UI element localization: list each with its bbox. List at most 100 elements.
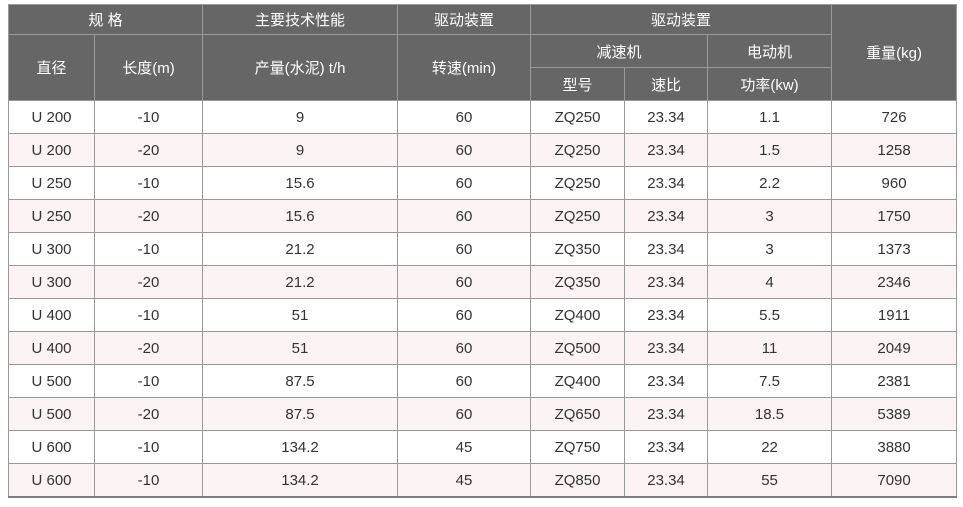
- table-cell: ZQ250: [530, 133, 626, 167]
- header-motor: 电动机: [707, 34, 833, 68]
- table-cell: -20: [93, 133, 204, 167]
- table-cell: 5.5: [707, 298, 833, 332]
- table-cell: 11: [707, 331, 833, 365]
- table-row: U 600 -10 134.2 45 ZQ850 23.34 55 7090: [8, 463, 958, 498]
- table-cell: 45: [397, 430, 532, 464]
- table-cell: 23.34: [624, 100, 709, 134]
- table-cell: 1258: [831, 133, 958, 167]
- table-cell: 1911: [831, 298, 958, 332]
- table-cell: 726: [831, 100, 958, 134]
- table-cell: 7.5: [707, 364, 833, 398]
- header-weight: 重量(kg): [831, 4, 958, 101]
- table-cell: 1.1: [707, 100, 833, 134]
- table-cell: 60: [397, 364, 532, 398]
- table-cell: 2.2: [707, 166, 833, 200]
- table-cell: 87.5: [202, 397, 399, 431]
- table-cell: U 250: [8, 199, 95, 233]
- table-cell: -10: [93, 298, 204, 332]
- header-drive-group-2: 驱动装置: [530, 4, 833, 35]
- table-cell: 18.5: [707, 397, 833, 431]
- header-row-groups: 规 格 主要技术性能 驱动装置 驱动装置 重量(kg): [7, 4, 958, 101]
- header-ratio: 速比: [624, 67, 709, 101]
- table-cell: ZQ250: [530, 166, 626, 200]
- table-cell: 3880: [831, 430, 958, 464]
- header-output: 产量(水泥) t/h: [202, 34, 399, 101]
- table-cell: -10: [93, 166, 204, 200]
- table-cell: 23.34: [624, 331, 709, 365]
- table-cell: -20: [93, 397, 204, 431]
- table-cell: ZQ850: [530, 463, 626, 498]
- header-performance-group: 主要技术性能: [202, 4, 399, 35]
- header-speed: 转速(min): [397, 34, 532, 101]
- table-cell: -10: [93, 100, 204, 134]
- table-cell: 2049: [831, 331, 958, 365]
- table-cell: U 300: [8, 232, 95, 266]
- table-cell: ZQ650: [530, 397, 626, 431]
- table-cell: -10: [93, 463, 204, 498]
- table-cell: 60: [397, 397, 532, 431]
- table-cell: 134.2: [202, 430, 399, 464]
- table-cell: ZQ400: [530, 298, 626, 332]
- table-cell: 3: [707, 232, 833, 266]
- table-cell: 60: [397, 100, 532, 134]
- table-cell: 23.34: [624, 199, 709, 233]
- table-row: U 200 -10 9 60 ZQ250 23.34 1.1 726: [8, 100, 958, 134]
- table-cell: U 600: [8, 463, 95, 498]
- header-power: 功率(kw): [707, 67, 833, 101]
- table-cell: ZQ500: [530, 331, 626, 365]
- table-row: U 300 -10 21.2 60 ZQ350 23.34 3 1373: [8, 232, 958, 266]
- table-row: U 400 -20 51 60 ZQ500 23.34 11 2049: [8, 331, 958, 365]
- table-cell: U 250: [8, 166, 95, 200]
- table-cell: 15.6: [202, 199, 399, 233]
- table-cell: ZQ350: [530, 265, 626, 299]
- table-row: U 400 -10 51 60 ZQ400 23.34 5.5 1911: [8, 298, 958, 332]
- table-cell: 21.2: [202, 265, 399, 299]
- table-cell: 23.34: [624, 397, 709, 431]
- table-cell: 7090: [831, 463, 958, 498]
- table-cell: 23.34: [624, 364, 709, 398]
- table-header: 规 格 主要技术性能 驱动装置 驱动装置 重量(kg) 直径 长度(m) 产量(…: [7, 4, 958, 101]
- table-cell: U 500: [8, 397, 95, 431]
- header-row-sub: 直径 长度(m) 产量(水泥) t/h 转速(min) 减速机 电动机: [8, 34, 957, 101]
- table-cell: 60: [397, 166, 532, 200]
- table-row: U 600 -10 134.2 45 ZQ750 23.34 22 3880: [8, 430, 958, 464]
- table-cell: 2381: [831, 364, 958, 398]
- table-cell: 1.5: [707, 133, 833, 167]
- table-cell: 9: [202, 100, 399, 134]
- table-cell: 23.34: [624, 265, 709, 299]
- table-cell: 23.34: [624, 463, 709, 498]
- table-row: U 200 -20 9 60 ZQ250 23.34 1.5 1258: [8, 133, 958, 167]
- header-diameter: 直径: [8, 34, 95, 101]
- spec-table: 规 格 主要技术性能 驱动装置 驱动装置 重量(kg) 直径 长度(m) 产量(…: [7, 4, 958, 498]
- table-cell: ZQ350: [530, 232, 626, 266]
- table-cell: 134.2: [202, 463, 399, 498]
- header-row-detail: 型号 速比 功率(kw): [9, 67, 957, 101]
- table-cell: 45: [397, 463, 532, 498]
- table-row: U 500 -20 87.5 60 ZQ650 23.34 18.5 5389: [8, 397, 958, 431]
- table-cell: 960: [831, 166, 958, 200]
- table-cell: 23.34: [624, 133, 709, 167]
- table-cell: 1373: [831, 232, 958, 266]
- table-cell: U 200: [8, 133, 95, 167]
- table-cell: ZQ750: [530, 430, 626, 464]
- table-cell: 60: [397, 331, 532, 365]
- table-cell: U 400: [8, 298, 95, 332]
- table-cell: 60: [397, 133, 532, 167]
- header-spec-group: 规 格: [7, 4, 204, 35]
- table-cell: -20: [93, 331, 204, 365]
- table-cell: -10: [93, 430, 204, 464]
- table-row: U 250 -10 15.6 60 ZQ250 23.34 2.2 960: [8, 166, 958, 200]
- table-cell: 5389: [831, 397, 958, 431]
- table-cell: -10: [93, 364, 204, 398]
- table-cell: 87.5: [202, 364, 399, 398]
- table-cell: 60: [397, 265, 532, 299]
- table-cell: 51: [202, 331, 399, 365]
- table-cell: 15.6: [202, 166, 399, 200]
- table-cell: 4: [707, 265, 833, 299]
- table-cell: U 400: [8, 331, 95, 365]
- table-cell: 9: [202, 133, 399, 167]
- table-cell: 23.34: [624, 298, 709, 332]
- table-cell: 2346: [831, 265, 958, 299]
- table-cell: ZQ250: [530, 100, 626, 134]
- table-cell: 22: [707, 430, 833, 464]
